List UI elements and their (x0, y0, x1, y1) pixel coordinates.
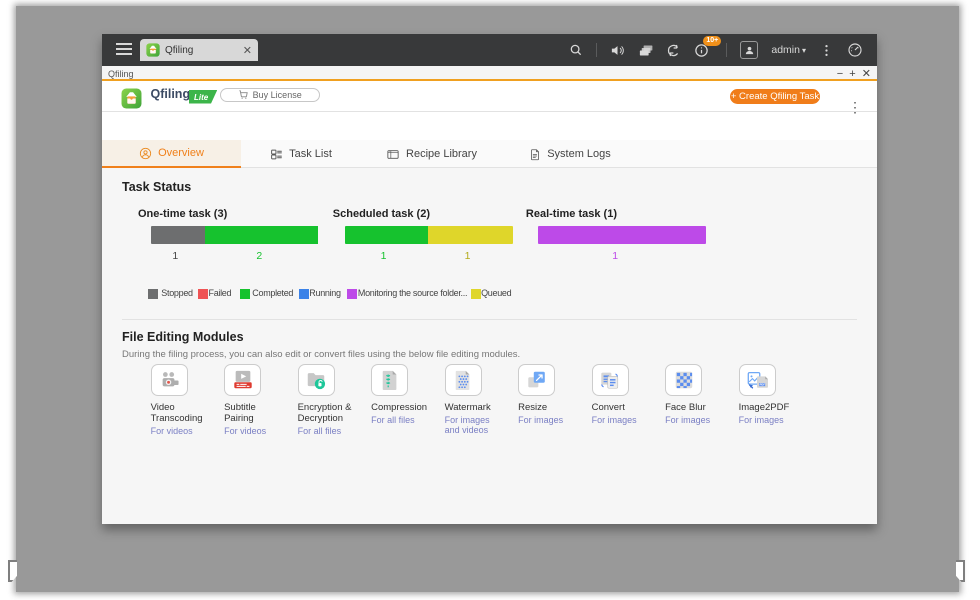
svg-text:PDF: PDF (760, 382, 766, 386)
